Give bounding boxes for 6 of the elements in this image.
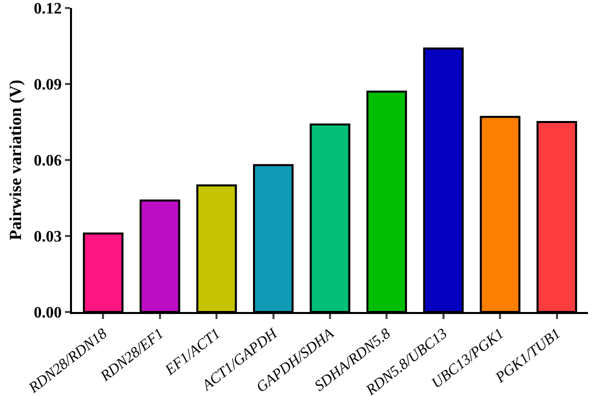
y-tick-label: 0.12 <box>34 0 62 18</box>
y-tick-label: 0.03 <box>34 228 62 246</box>
y-tick-label: 0.06 <box>34 152 62 170</box>
y-tick-label: 0.09 <box>34 76 62 94</box>
y-tick-label: 0.00 <box>34 304 62 322</box>
y-axis-title: Pairwise variation (V) <box>6 80 25 240</box>
